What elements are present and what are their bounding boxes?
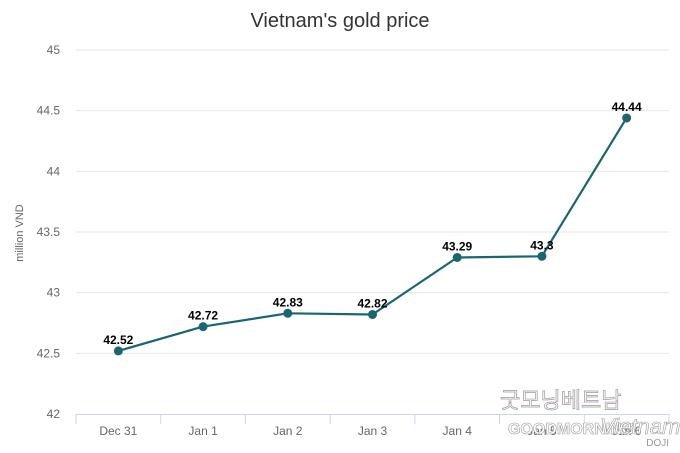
y-tick-label: 44 [47, 164, 61, 178]
data-label: 42.52 [103, 333, 133, 347]
x-axis: Dec 31 Jan 1 Jan 2 Jan 3 Jan 4 Jan 5 Jan 6 [75, 414, 670, 438]
x-tick-label: Jan 6 [612, 424, 642, 438]
y-tick-label: 45 [47, 43, 61, 57]
data-points [113, 113, 632, 356]
watermark-script: Vietnam [600, 414, 680, 439]
chart-credit: DOJI [646, 438, 669, 449]
x-tick-label: Dec 31 [99, 424, 137, 438]
watermark-korean: 굿모닝베트남 [500, 388, 621, 413]
data-label: 42.83 [273, 295, 303, 309]
y-axis-ticks: 42 42.5 43 43.5 44 44.5 45 [37, 43, 61, 421]
data-point [622, 113, 632, 123]
gridlines [76, 49, 669, 354]
data-label: 43.3 [530, 238, 554, 252]
y-tick-label: 42 [47, 407, 61, 421]
data-point [113, 346, 123, 356]
data-point [452, 252, 462, 262]
x-tick-label: Jan 2 [273, 424, 303, 438]
watermark-logo: 굿모닝베트남 GOODMORNING Vietnam [500, 388, 680, 440]
chart-title: Vietnam's gold price [250, 10, 429, 32]
data-label: 42.72 [188, 309, 218, 323]
data-label: 44.44 [612, 100, 642, 114]
data-point [283, 308, 293, 318]
data-point [368, 310, 377, 320]
data-label: 42.82 [357, 297, 387, 311]
data-point [198, 322, 208, 332]
x-tick-label: Jan 1 [188, 424, 218, 438]
y-tick-label: 44.5 [37, 104, 61, 118]
watermark-brand: GOODMORNING [508, 421, 634, 438]
y-tick-label: 43.5 [37, 225, 61, 239]
x-tick-label: Jan 3 [358, 424, 388, 438]
y-axis-label: million VND [14, 204, 26, 262]
x-tick-label: Jan 4 [443, 424, 473, 438]
y-tick-label: 42.5 [37, 346, 61, 360]
y-tick-label: 43 [47, 286, 61, 300]
data-labels: 42.52 42.72 42.83 42.82 43.29 43.3 44.44 [103, 100, 642, 347]
data-label: 43.29 [442, 239, 472, 253]
data-point [537, 251, 547, 261]
x-tick-label: Jan 5 [527, 424, 557, 438]
